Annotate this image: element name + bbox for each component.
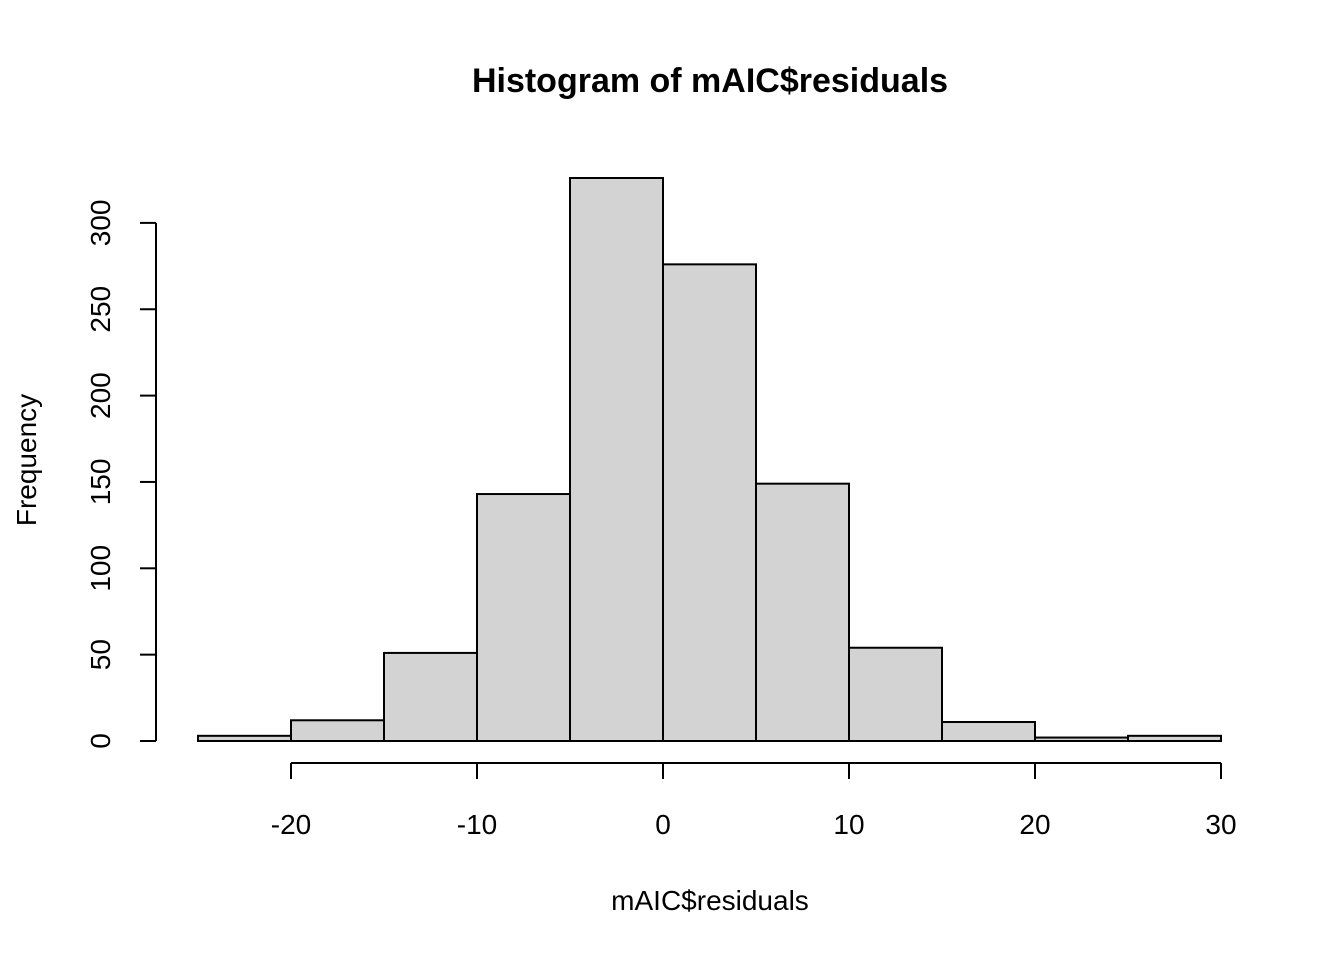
histogram-bar [941, 721, 1036, 742]
x-axis: -20 -10 0 10 20 30 [271, 762, 1237, 840]
histogram-bar [383, 651, 478, 743]
y-tick-label: 200 [85, 372, 116, 419]
x-tick-label: 10 [833, 809, 864, 840]
x-axis-label: mAIC$residuals [611, 885, 809, 916]
histogram-bar [662, 263, 757, 742]
histogram-bar [476, 493, 571, 743]
x-tick-label: -10 [457, 809, 497, 840]
bars-group [197, 177, 1222, 743]
histogram-bar [569, 177, 664, 742]
x-tick-label: 0 [655, 809, 671, 840]
y-tick-label: 50 [85, 639, 116, 670]
histogram-bar [1034, 736, 1129, 743]
histogram-bar [848, 646, 943, 742]
y-tick-label: 100 [85, 545, 116, 592]
y-axis: 0 50 100 150 200 250 300 [85, 200, 157, 749]
histogram-bar [290, 719, 385, 742]
chart-title: Histogram of mAIC$residuals [472, 62, 948, 100]
histogram-bar [1127, 734, 1222, 743]
y-tick-label: 300 [85, 200, 116, 247]
y-tick-label: 0 [85, 733, 116, 749]
histogram-bar [197, 734, 292, 743]
y-axis-label: Frequency [11, 394, 42, 526]
histogram-bar [755, 482, 850, 742]
x-tick-label: 30 [1205, 809, 1236, 840]
x-tick-label: -20 [271, 809, 311, 840]
y-tick-label: 150 [85, 459, 116, 506]
y-tick-label: 250 [85, 286, 116, 333]
x-tick-label: 20 [1019, 809, 1050, 840]
